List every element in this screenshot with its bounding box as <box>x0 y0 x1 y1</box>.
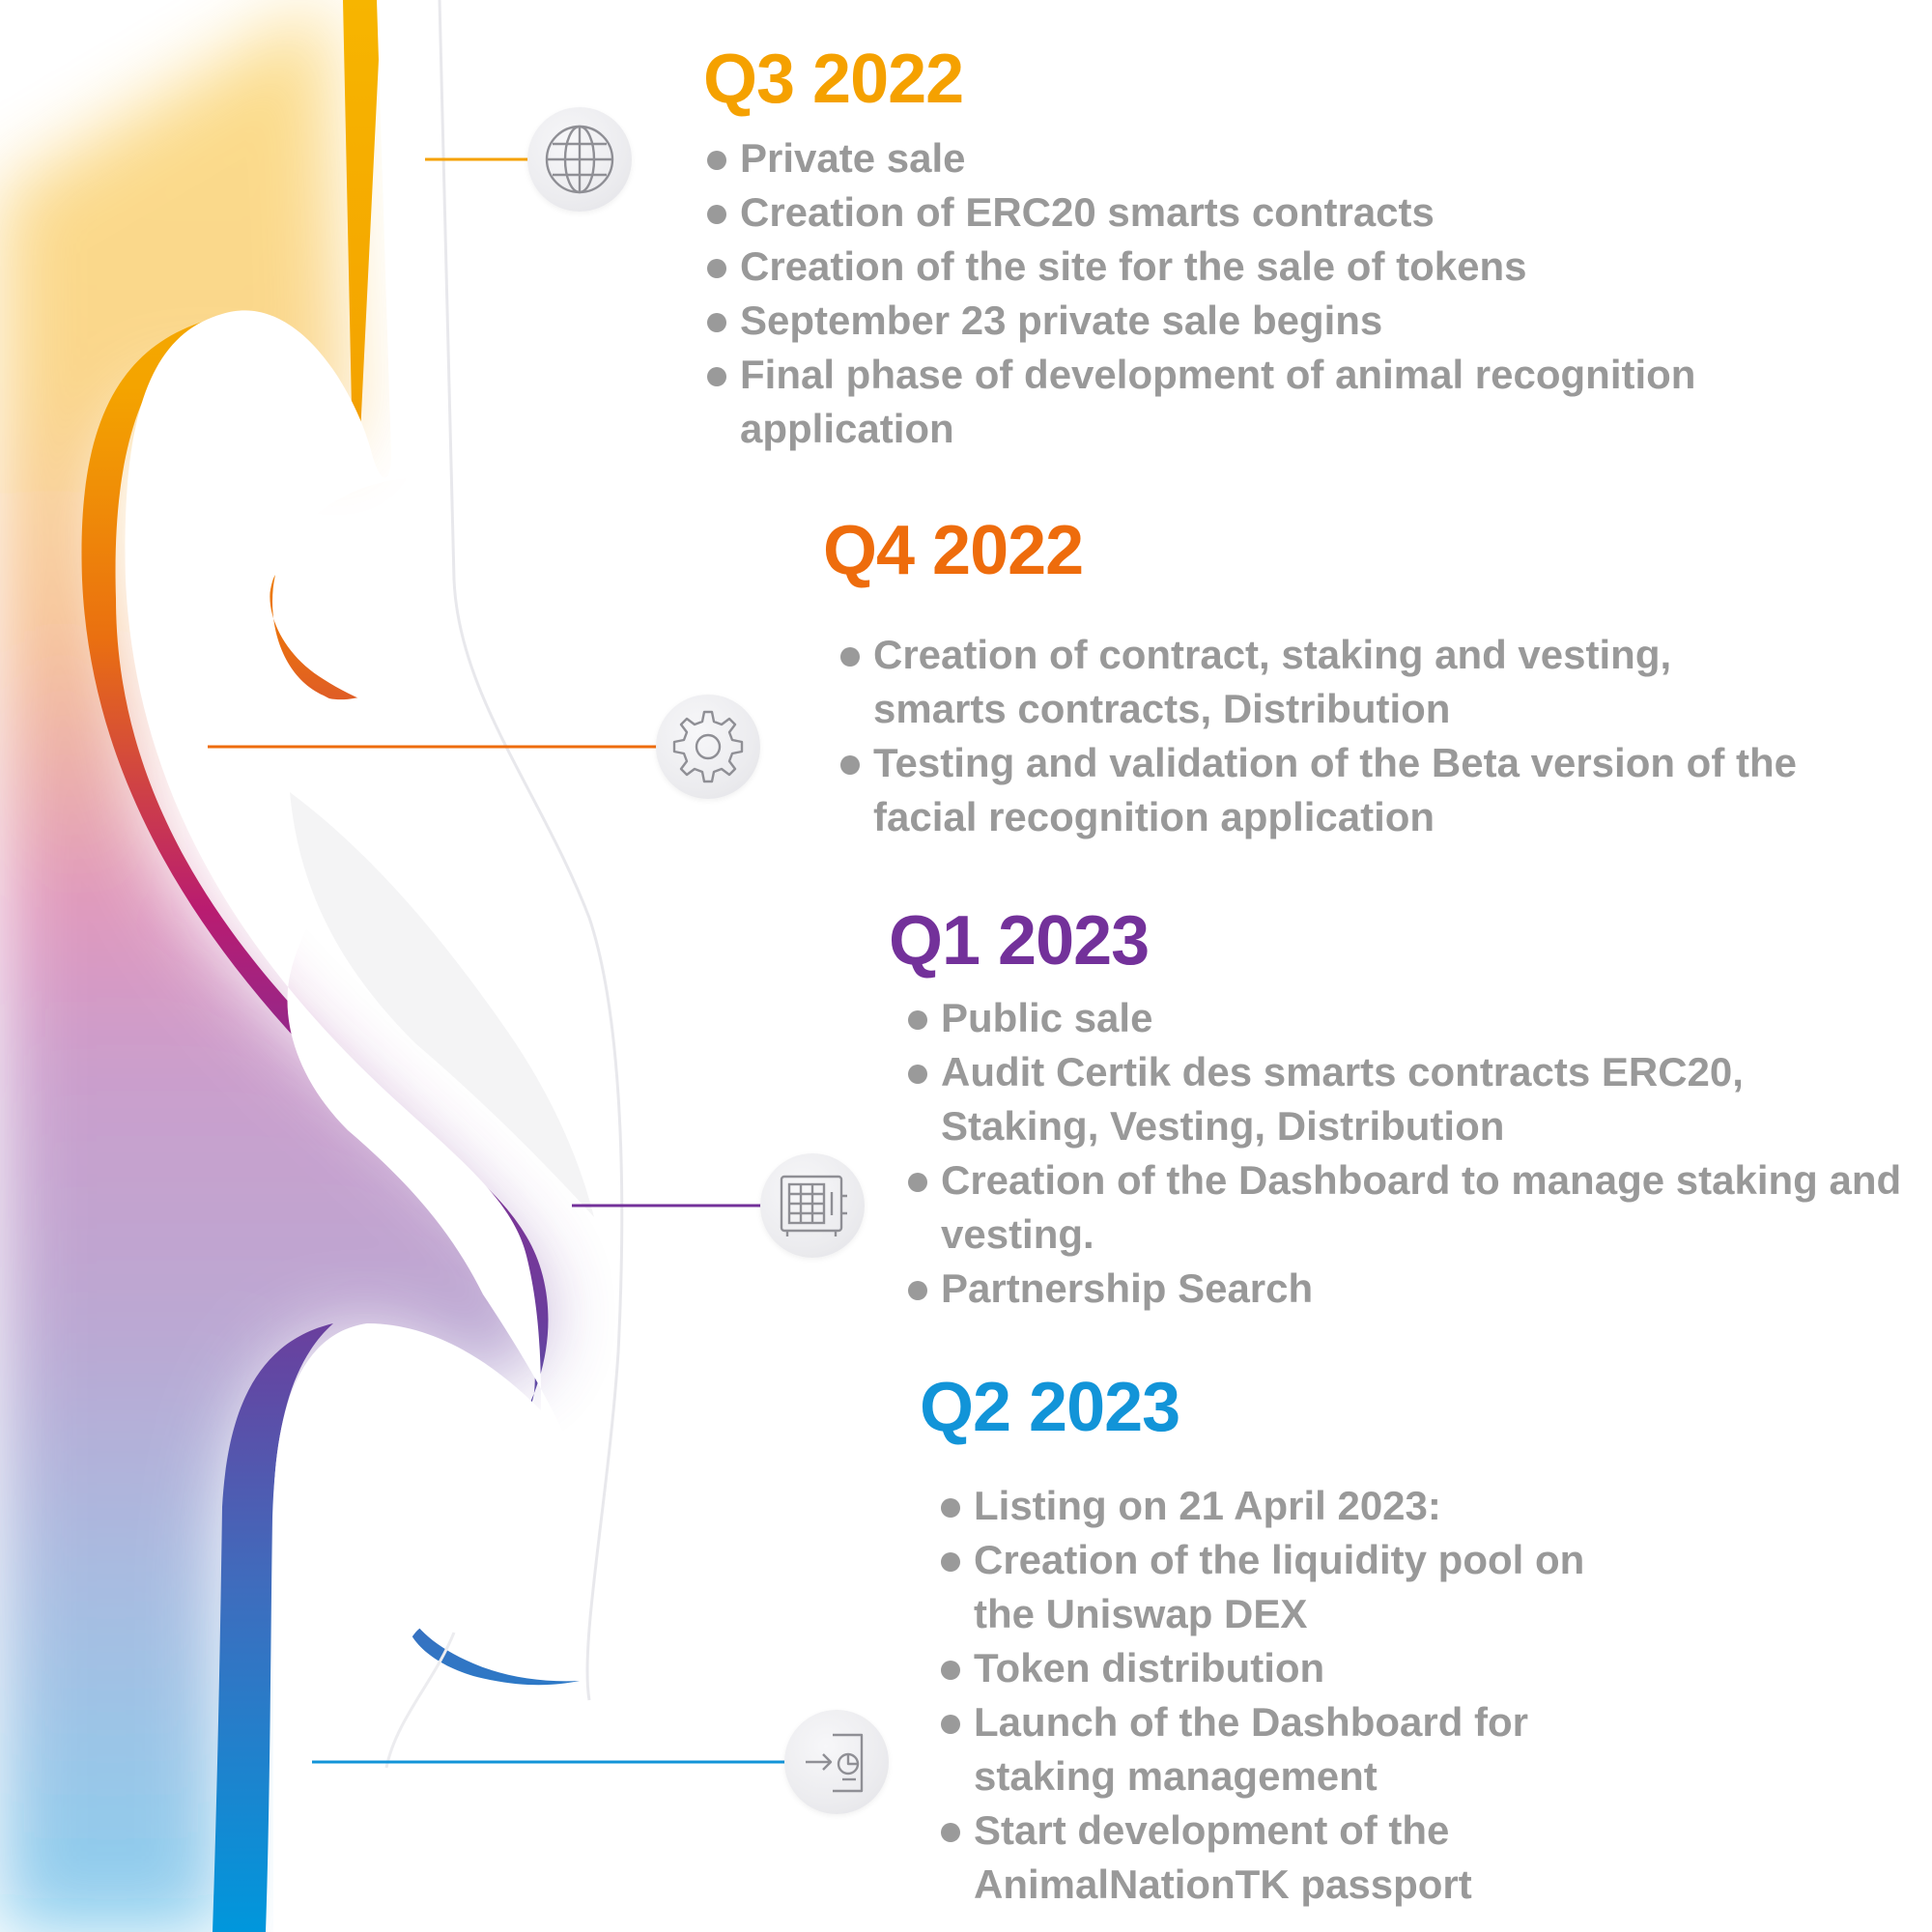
list-item: Partnership Search <box>904 1262 1880 1316</box>
ribbon-face-shade <box>290 792 594 1217</box>
list-item: Creation of the Dashboard to manage stak… <box>904 1153 1917 1262</box>
phase-q2-2023: Q2 2023 Listing on 21 April 2023: Creati… <box>920 1369 1652 1912</box>
list-item: Creation of the liquidity pool on the Un… <box>937 1533 1652 1641</box>
list-item: September 23 private sale begins <box>703 294 1822 348</box>
list-item: Audit Certik des smarts contracts ERC20,… <box>904 1045 1830 1153</box>
phase-q4-2022: Q4 2022 Creation of contract, staking an… <box>823 512 1861 844</box>
phase-q3-2022: Q3 2022 Private sale Creation of ERC20 s… <box>703 41 1822 456</box>
ribbon-face <box>125 0 624 1932</box>
phase-item-list: Listing on 21 April 2023: Creation of th… <box>937 1479 1652 1912</box>
list-item: Private sale <box>703 131 1822 185</box>
safe-icon <box>760 1153 865 1258</box>
list-item: Creation of the site for the sale of tok… <box>703 240 1822 294</box>
phase-q1-2023: Q1 2023 Public sale Audit Certik des sma… <box>889 902 1901 1316</box>
list-item: Creation of ERC20 smarts contracts <box>703 185 1822 240</box>
globe-icon <box>527 107 632 212</box>
phase-item-list: Creation of contract, staking and vestin… <box>837 628 1861 844</box>
list-item: Public sale <box>904 991 1880 1045</box>
list-item: Listing on 21 April 2023: <box>937 1479 1652 1533</box>
list-item: Launch of the Dashboard for staking mana… <box>937 1695 1592 1804</box>
gear-icon <box>656 695 760 799</box>
list-item: Creation of contract, staking and vestin… <box>837 628 1781 736</box>
ribbon-glow <box>0 0 544 1932</box>
phase-title: Q2 2023 <box>920 1369 1180 1446</box>
list-item: Final phase of development of animal rec… <box>703 348 1822 456</box>
dashboard-login-icon <box>784 1710 889 1814</box>
list-item: Testing and validation of the Beta versi… <box>837 736 1897 844</box>
phase-title: Q4 2022 <box>823 512 1084 589</box>
list-item: Start development of the AnimalNationTK … <box>937 1804 1573 1912</box>
phase-title: Q1 2023 <box>889 902 1150 980</box>
phase-item-list: Private sale Creation of ERC20 smarts co… <box>703 131 1822 456</box>
list-item: Token distribution <box>937 1641 1652 1695</box>
phase-item-list: Public sale Audit Certik des smarts cont… <box>904 991 1901 1316</box>
phase-title: Q3 2022 <box>703 41 964 118</box>
